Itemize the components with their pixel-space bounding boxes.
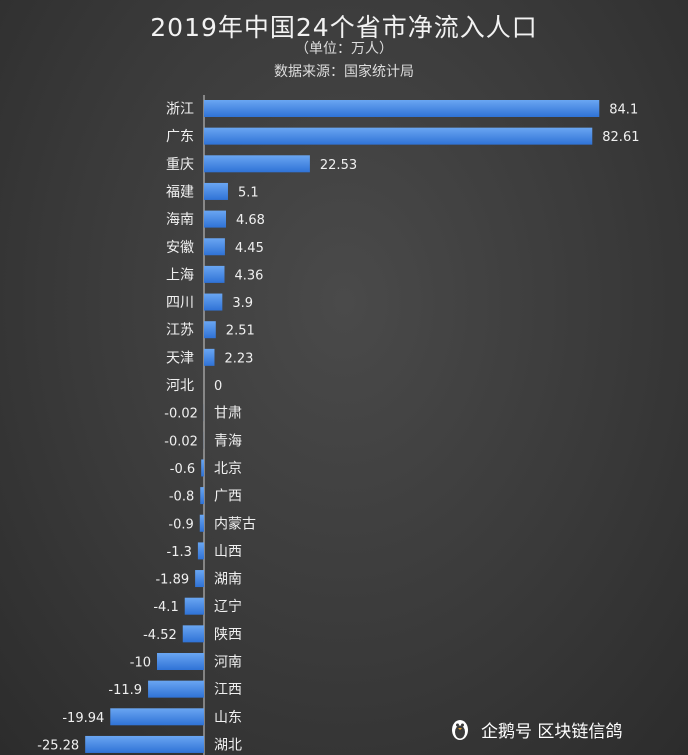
chart-unit: （单位：万人） [295, 41, 393, 57]
category-label: 河北 [166, 378, 194, 394]
category-label: 福建 [166, 184, 194, 200]
category-label: 山西 [214, 544, 242, 560]
category-label: 陕西 [214, 627, 242, 643]
bar-天津 [204, 348, 215, 366]
category-label: 重庆 [166, 157, 194, 173]
chart-source: 数据来源：国家统计局 [274, 64, 414, 80]
bar-江西 [148, 680, 204, 698]
value-label: 82.61 [602, 130, 639, 145]
bar-广东 [204, 127, 593, 145]
value-label: 3.9 [232, 296, 253, 311]
value-label: 0 [214, 379, 222, 394]
value-label: 22.53 [320, 158, 357, 173]
value-label: 4.36 [234, 268, 263, 283]
category-label: 上海 [166, 267, 194, 283]
bar-陕西 [182, 625, 204, 643]
value-label: 2.51 [226, 324, 255, 339]
bar-山东 [110, 708, 204, 726]
value-label: -4.1 [153, 600, 178, 615]
value-label: -4.52 [143, 628, 177, 643]
category-label: 浙江 [166, 102, 194, 118]
bar-重庆 [204, 155, 310, 173]
bar-河南 [157, 653, 204, 670]
value-label: 4.68 [236, 213, 265, 228]
watermark-text: 企鹅号 区块链信鸽 [481, 721, 623, 742]
value-label: -0.02 [164, 434, 198, 449]
value-label: 4.45 [235, 241, 264, 256]
penguin-icon [452, 720, 468, 740]
bar-湖南 [195, 570, 204, 588]
value-label: -0.8 [169, 490, 194, 505]
value-label: -1.89 [155, 573, 189, 588]
bar-江苏 [204, 321, 216, 339]
watermark: 企鹅号 区块链信鸽 [447, 715, 622, 743]
category-label: 河南 [214, 655, 242, 671]
value-label: -0.6 [170, 462, 195, 477]
category-label: 湖北 [214, 737, 242, 753]
category-label: 安徽 [166, 240, 194, 256]
value-label: 2.23 [224, 351, 253, 366]
category-label: 甘肃 [214, 406, 242, 422]
bar-北京 [201, 459, 204, 477]
bar-海南 [204, 210, 226, 228]
value-label: -11.9 [108, 683, 142, 698]
bar-内蒙古 [199, 514, 204, 532]
bar-辽宁 [184, 597, 204, 615]
value-label: 84.1 [609, 103, 638, 118]
category-label: 山东 [214, 710, 242, 726]
bar-四川 [204, 293, 223, 311]
category-label: 北京 [214, 461, 242, 477]
bar-福建 [204, 182, 228, 200]
bar-上海 [204, 265, 225, 283]
category-label: 广西 [214, 489, 242, 505]
value-label: 5.1 [238, 185, 259, 200]
value-label: -1.3 [167, 545, 192, 560]
category-label: 江苏 [166, 323, 194, 339]
category-label: 湖南 [214, 572, 242, 588]
bar-浙江 [204, 100, 600, 117]
bar-山西 [197, 542, 204, 560]
value-label: -10 [130, 656, 151, 671]
value-label: -0.9 [168, 517, 193, 532]
category-label: 青海 [214, 433, 242, 449]
category-label: 海南 [166, 212, 194, 228]
chart-title: 2019年中国24个省市净流入人口 [150, 13, 538, 42]
category-label: 天津 [166, 350, 194, 366]
bar-湖北 [85, 735, 204, 753]
value-label: -19.94 [62, 711, 104, 726]
category-label: 广东 [166, 129, 194, 145]
value-label: -0.02 [164, 407, 198, 422]
bar-安徽 [204, 238, 225, 256]
bar-广西 [200, 487, 204, 505]
value-label: -25.28 [37, 738, 79, 753]
category-label: 江西 [214, 682, 242, 698]
category-label: 辽宁 [214, 598, 242, 615]
category-label: 内蒙古 [214, 516, 256, 532]
category-label: 四川 [166, 295, 194, 311]
